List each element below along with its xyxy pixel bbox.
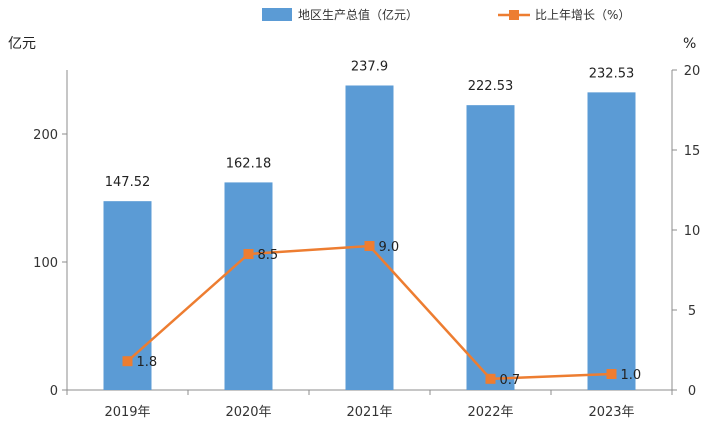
line-data-label: 0.7 <box>500 373 521 388</box>
bar-data-label: 232.53 <box>589 66 635 81</box>
line-data-label: 1.0 <box>621 368 642 383</box>
y-right-tick-label: 15 <box>684 144 701 159</box>
bar-data-label: 222.53 <box>468 79 514 94</box>
bar <box>466 105 515 391</box>
y-right-tick-label: 5 <box>688 304 696 319</box>
bar-series <box>103 85 636 391</box>
y-left-tick-label: 200 <box>33 128 58 143</box>
bar-data-labels: 147.52 162.18 237.9 222.53 232.53 <box>105 59 635 190</box>
line-point <box>485 373 496 384</box>
y-left-tick-label: 100 <box>33 256 58 271</box>
y-right-ticks: 0 5 10 15 20 <box>672 64 700 399</box>
y-left-unit: 亿元 <box>8 36 36 52</box>
x-tick-label: 2022年 <box>467 405 513 420</box>
line-series <box>122 241 617 384</box>
bar <box>224 182 273 390</box>
legend-swatch-gdp <box>262 8 292 21</box>
y-right-tick-label: 20 <box>684 64 701 79</box>
bar <box>587 92 636 390</box>
bar-data-label: 162.18 <box>226 156 272 171</box>
x-ticks: 2019年 2020年 2021年 2022年 2023年 <box>66 390 673 420</box>
legend: 地区生产总值（亿元） 比上年增长（%） <box>262 7 630 22</box>
x-tick-label: 2019年 <box>104 405 150 420</box>
line-data-label: 1.8 <box>137 355 158 370</box>
line-data-label: 9.0 <box>379 240 400 255</box>
x-tick-label: 2021年 <box>346 405 392 420</box>
bar <box>345 85 394 390</box>
y-right-unit: % <box>683 36 696 52</box>
y-left-ticks: 0 100 200 <box>33 128 67 399</box>
y-right-tick-label: 10 <box>684 224 701 239</box>
x-tick-label: 2023年 <box>588 405 634 420</box>
line-point <box>122 356 133 367</box>
line-data-labels: 1.8 8.5 9.0 0.7 1.0 <box>137 240 642 388</box>
bar-data-label: 237.9 <box>351 59 388 74</box>
y-right-tick-label: 0 <box>688 384 696 399</box>
legend-label-gdp: 地区生产总值（亿元） <box>298 7 418 22</box>
line-point <box>606 369 617 379</box>
line-point <box>364 241 375 251</box>
line-data-label: 8.5 <box>258 248 279 263</box>
x-tick-label: 2020年 <box>225 405 271 420</box>
y-left-tick-label: 0 <box>50 384 58 399</box>
line-point <box>243 249 254 259</box>
bar-data-label: 147.52 <box>105 175 151 190</box>
legend-label-growth: 比上年增长（%） <box>535 8 630 22</box>
legend-marker-growth <box>509 10 519 20</box>
